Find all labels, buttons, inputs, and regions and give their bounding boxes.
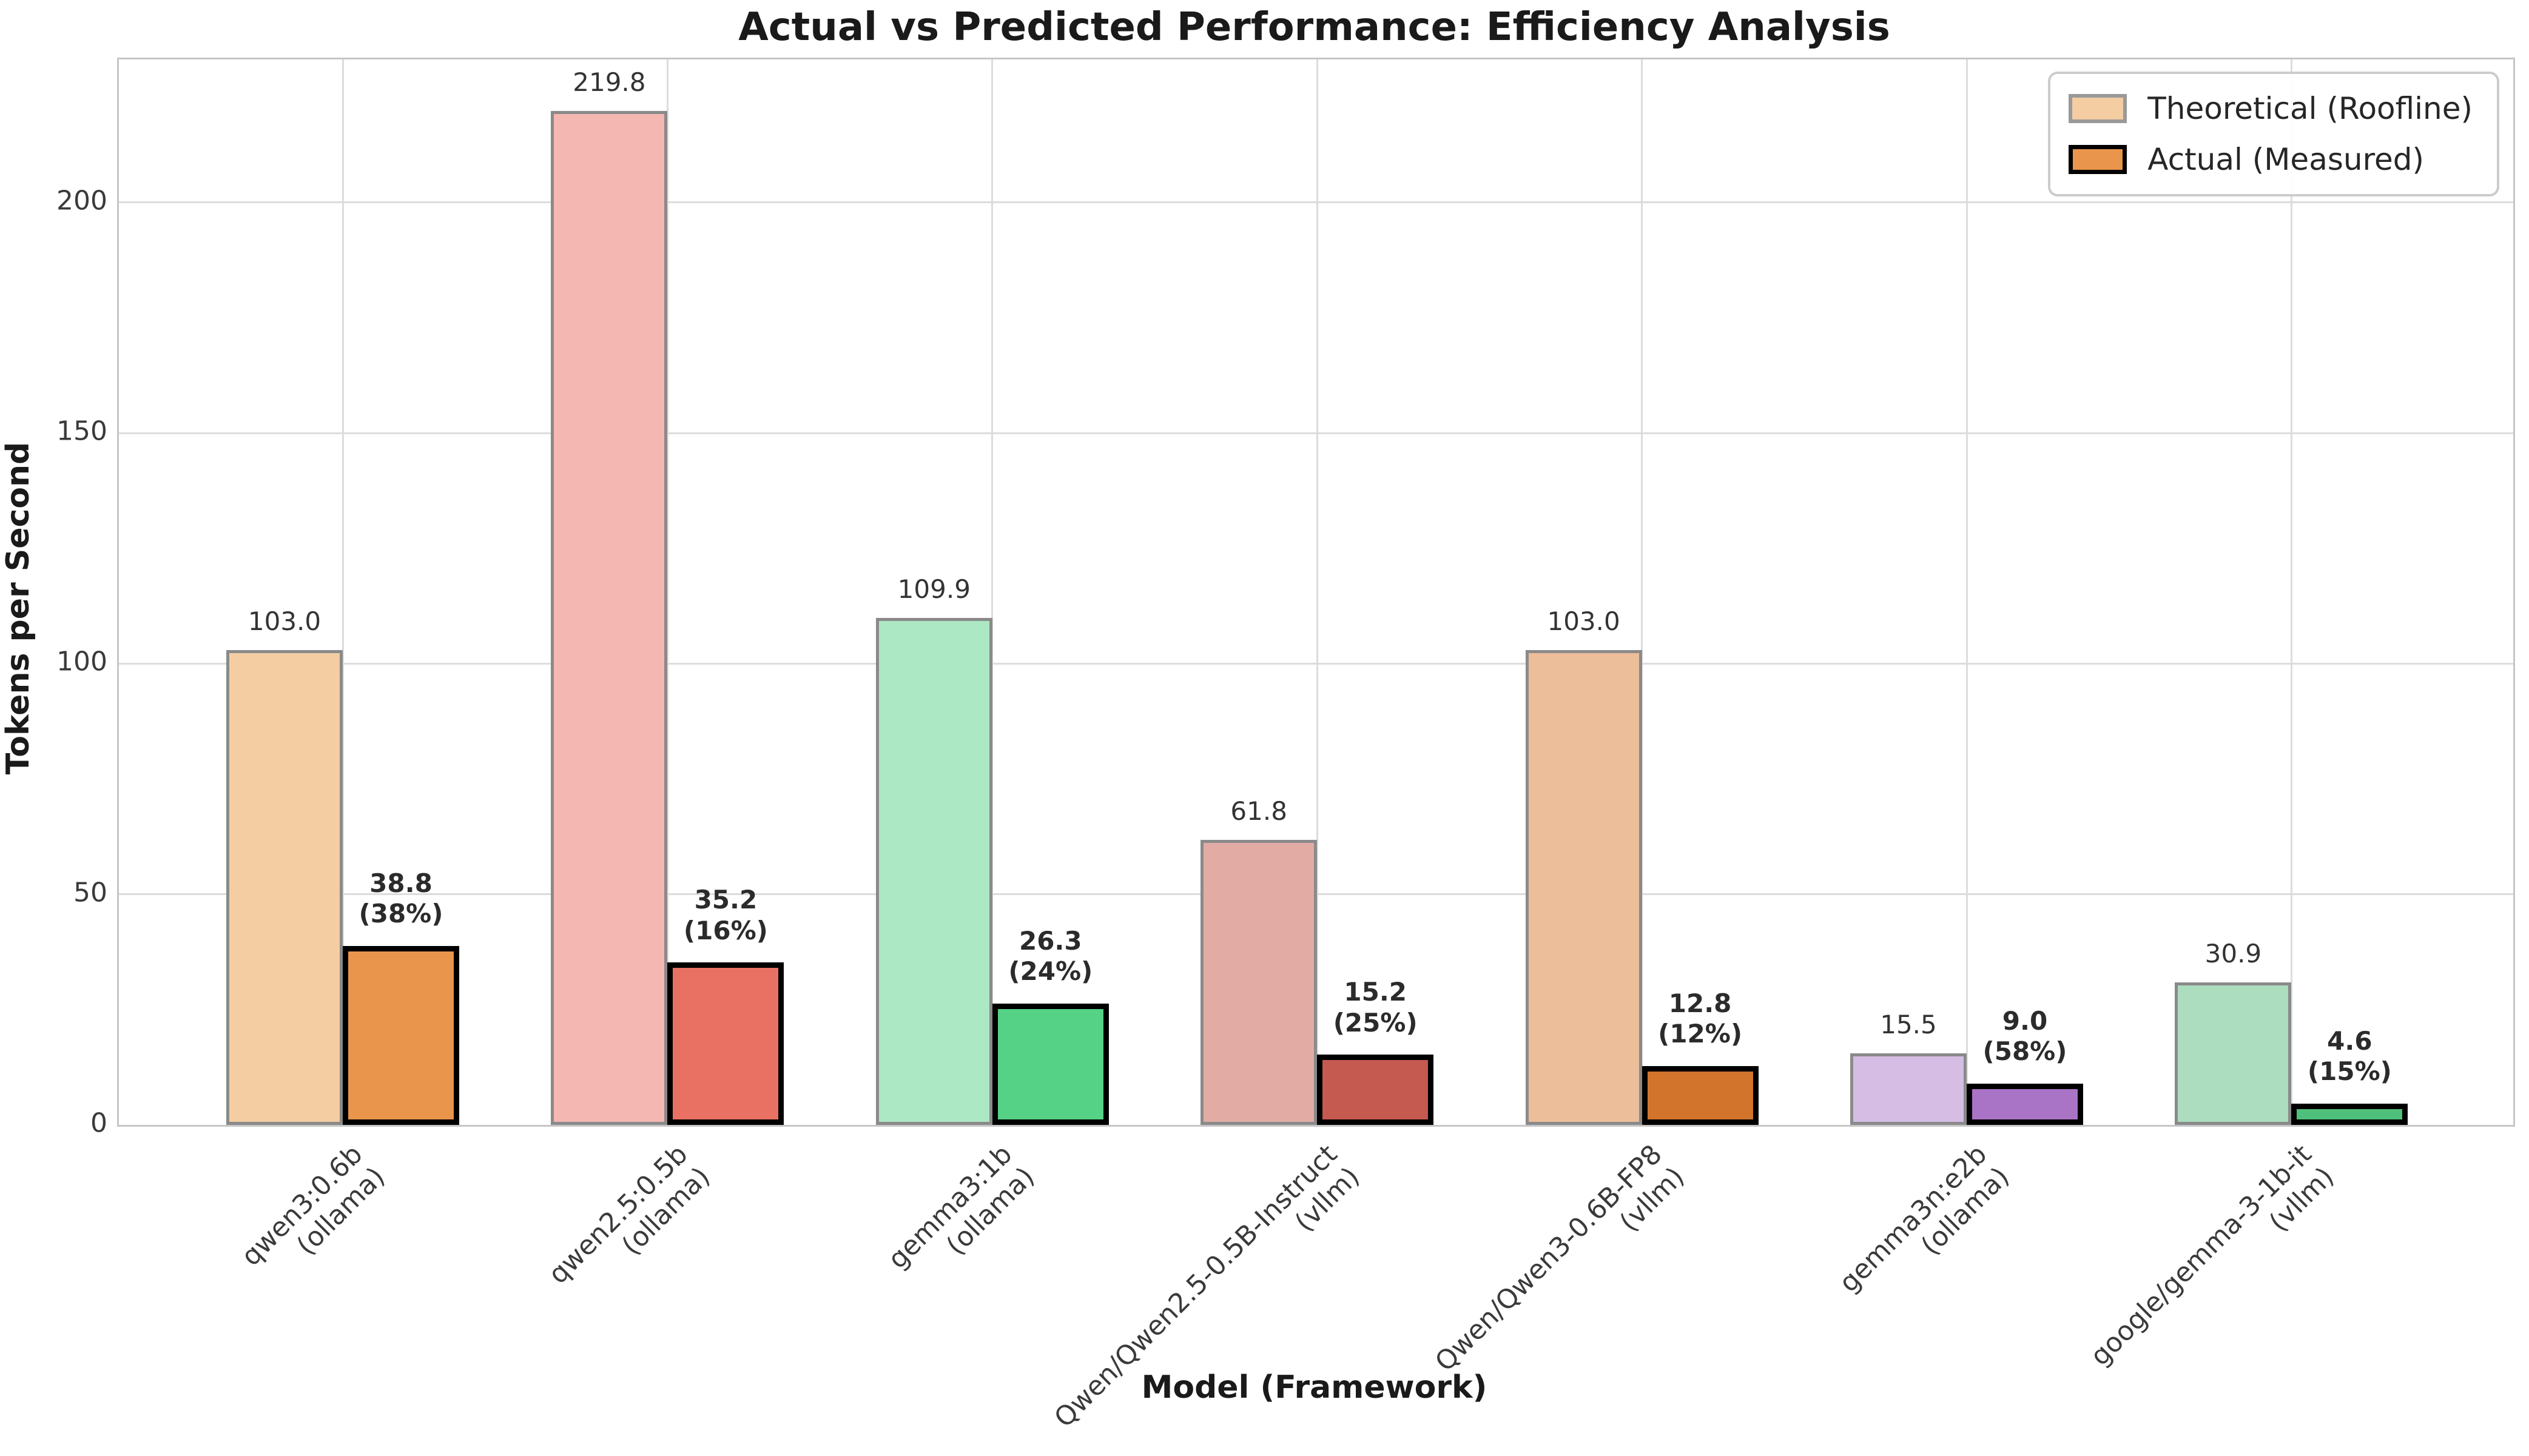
bar-value-label-actual: 38.8 (38%) (359, 868, 443, 929)
y-tick-label: 100 (56, 646, 107, 677)
x-tick-label: qwen2.5:0.5b (ollama) (542, 1139, 716, 1290)
x-axis-title: Model (Framework) (1141, 1369, 1487, 1406)
x-tick-label: gemma3:1b (ollama) (882, 1139, 1041, 1275)
bar-value-label-theoretical: 61.8 (1230, 796, 1287, 826)
y-tick-label: 0 (90, 1107, 107, 1139)
gridline-vertical (1316, 59, 1318, 1125)
bar-actual (1317, 1055, 1434, 1125)
bar-actual (1967, 1083, 2083, 1125)
bar-actual (992, 1003, 1109, 1125)
gridline-horizontal (119, 662, 2513, 665)
x-tick-label: gemma3n:e2b (ollama) (1833, 1139, 2015, 1299)
gridline-horizontal (119, 432, 2513, 434)
bar-value-label-actual: 12.8 (12%) (1658, 988, 1743, 1049)
legend: Theoretical (Roofline) Actual (Measured) (2048, 72, 2499, 196)
bar-actual (2291, 1104, 2408, 1125)
gridline-vertical (666, 59, 668, 1125)
gridline-vertical (1641, 59, 1643, 1125)
bar-value-label-actual: 15.2 (25%) (1333, 977, 1418, 1038)
bar-value-label-theoretical: 103.0 (248, 606, 322, 636)
bar-theoretical (1525, 649, 1642, 1125)
bar-value-label-actual: 26.3 (24%) (1008, 925, 1093, 987)
legend-item-theoretical: Theoretical (Roofline) (2069, 91, 2473, 126)
y-tick-label: 50 (73, 877, 107, 908)
gridline-vertical (1965, 59, 1968, 1125)
bar-value-label-theoretical: 15.5 (1880, 1010, 1937, 1040)
x-tick-label: qwen3:0.6b (ollama) (235, 1139, 391, 1272)
legend-label-actual: Actual (Measured) (2147, 142, 2425, 177)
bar-theoretical (875, 618, 992, 1125)
x-tick-label: google/gemma-3-1b-it (vllm) (2084, 1139, 2340, 1372)
bar-actual (343, 945, 459, 1125)
bar-value-label-theoretical: 219.8 (573, 67, 646, 98)
gridline-vertical (2290, 59, 2292, 1125)
bar-theoretical (226, 649, 343, 1125)
gridline-vertical (342, 59, 344, 1125)
gridline-horizontal (119, 201, 2513, 204)
bar-theoretical (2175, 982, 2292, 1125)
bar-value-label-theoretical: 103.0 (1547, 606, 1620, 636)
legend-swatch-actual-icon (2069, 145, 2127, 174)
chart-title: Actual vs Predicted Performance: Efficie… (738, 5, 1890, 50)
bar-theoretical (551, 111, 668, 1125)
bar-value-label-actual: 35.2 (16%) (683, 885, 768, 945)
x-tick-label: Qwen/Qwen3-0.6B-FP8 (vllm) (1429, 1139, 1691, 1378)
bar-value-label-theoretical: 109.9 (897, 574, 971, 605)
y-tick-label: 200 (56, 185, 107, 216)
bar-actual (1642, 1065, 1759, 1125)
bar-value-label-actual: 9.0 (58%) (1982, 1005, 2067, 1066)
y-tick-label: 150 (56, 415, 107, 447)
legend-label-theoretical: Theoretical (Roofline) (2147, 91, 2473, 126)
x-tick-label: Qwen/Qwen2.5-0.5B-Instruct (vllm) (1048, 1139, 1366, 1434)
plot-area: 103.0 38.8 (38%) 219.8 35.2 (16%) 109.9 26.3 … (117, 58, 2515, 1127)
bar-value-label-theoretical: 30.9 (2204, 938, 2262, 968)
bar-actual (667, 962, 784, 1125)
legend-item-actual: Actual (Measured) (2069, 142, 2473, 177)
gridline-vertical (991, 59, 994, 1125)
bar-value-label-actual: 4.6 (15%) (2307, 1026, 2392, 1087)
bar-theoretical (1201, 839, 1318, 1125)
legend-swatch-theoretical-icon (2069, 94, 2127, 123)
bar-theoretical (1850, 1053, 1967, 1125)
